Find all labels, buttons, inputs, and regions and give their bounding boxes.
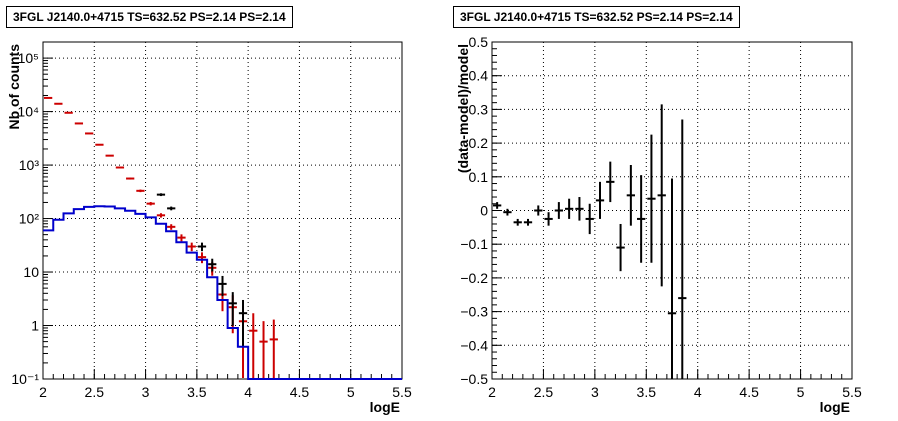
data-point: [238, 299, 248, 348]
x-axis-label: logE: [820, 399, 850, 415]
data-point: [156, 193, 166, 197]
data-point: [85, 132, 94, 135]
model-step-line: [43, 205, 402, 380]
data-point: [167, 206, 176, 211]
x-tick-label: 4.5: [290, 384, 310, 400]
data-point: [269, 319, 278, 379]
y-tick-label: 10⁵: [18, 50, 39, 66]
data-point: [74, 122, 84, 125]
data-point: [523, 218, 533, 226]
y-tick-label: 0.4: [469, 68, 489, 84]
data-point: [95, 143, 104, 146]
data-point: [503, 208, 512, 216]
data-point: [534, 205, 543, 216]
series-0: [493, 104, 687, 379]
data-point: [115, 166, 125, 169]
data-point: [197, 252, 207, 264]
data-point: [259, 321, 268, 379]
data-point: [136, 189, 145, 193]
x-tick-label: 4: [694, 384, 702, 400]
data-point: [626, 165, 635, 226]
data-point: [197, 242, 207, 252]
y-tick-label: 10⁻¹: [11, 371, 39, 387]
data-point: [513, 218, 522, 226]
data-point: [585, 203, 594, 235]
y-tick-label: 0.1: [469, 169, 489, 185]
series-1: [156, 193, 248, 348]
data-point: [208, 258, 217, 272]
data-point: [616, 223, 625, 272]
y-tick-label: −0.1: [460, 236, 488, 252]
x-tick-label: 2.5: [85, 384, 105, 400]
data-point: [156, 213, 166, 218]
series-2: [43, 205, 402, 380]
data-point: [493, 202, 502, 209]
data-point: [606, 161, 615, 203]
x-tick-label: 5.5: [392, 384, 412, 400]
x-tick-label: 5: [797, 384, 805, 400]
data-point: [177, 234, 186, 242]
data-point: [678, 119, 687, 379]
y-axis-label: (data-model)/model: [455, 44, 471, 173]
y-tick-label: 0.2: [469, 135, 489, 151]
y-tick-label: 0: [480, 203, 488, 219]
x-tick-label: 3.5: [637, 384, 657, 400]
y-tick-label: 0.3: [469, 101, 489, 117]
x-tick-label: 3: [591, 384, 599, 400]
x-tick-label: 3: [142, 384, 150, 400]
data-point: [544, 212, 553, 226]
plot-frame: [42, 41, 403, 380]
y-tick-label: 10: [23, 264, 39, 280]
left-plot-title: 3FGL J2140.0+4715 TS=632.52 PS=2.14 PS=2…: [6, 6, 293, 28]
y-tick-label: 10⁴: [17, 104, 39, 120]
data-point: [565, 198, 574, 219]
y-tick-label: 10²: [19, 211, 40, 227]
data-point: [218, 275, 227, 297]
x-tick-label: 4: [244, 384, 252, 400]
plot-area-1: [491, 41, 853, 380]
y-tick-label: 10³: [19, 157, 40, 173]
right-plot-title: 3FGL J2140.0+4715 TS=632.52 PS=2.14 PS=2…: [453, 6, 740, 28]
data-point: [146, 202, 155, 206]
data-point: [667, 178, 677, 379]
y-tick-label: −0.3: [460, 304, 488, 320]
data-point: [637, 175, 646, 263]
x-axis-label: logE: [370, 399, 400, 415]
data-point: [105, 154, 114, 157]
x-tick-label: 4.5: [739, 384, 759, 400]
x-tick-label: 2: [488, 384, 496, 400]
y-tick-label: −0.4: [460, 337, 488, 353]
plot-area-0: [42, 41, 403, 380]
data-point: [167, 224, 176, 230]
data-point: [657, 104, 666, 287]
data-point: [228, 292, 237, 326]
y-tick-label: −0.5: [460, 371, 488, 387]
data-point: [554, 202, 563, 219]
y-tick-label: 0.5: [469, 34, 489, 50]
y-tick-label: −0.2: [460, 270, 488, 286]
x-tick-label: 5.5: [842, 384, 862, 400]
y-axis-label: Nb of counts: [6, 44, 22, 130]
data-point: [595, 181, 605, 219]
data-point: [575, 197, 584, 221]
data-point: [187, 242, 196, 252]
data-point: [126, 177, 135, 180]
y-tick-label: 1: [31, 318, 39, 334]
data-point: [647, 134, 656, 263]
x-tick-label: 2.5: [534, 384, 554, 400]
x-tick-label: 5: [347, 384, 355, 400]
data-point: [249, 313, 258, 379]
x-tick-label: 3.5: [187, 384, 207, 400]
x-tick-label: 2: [39, 384, 47, 400]
